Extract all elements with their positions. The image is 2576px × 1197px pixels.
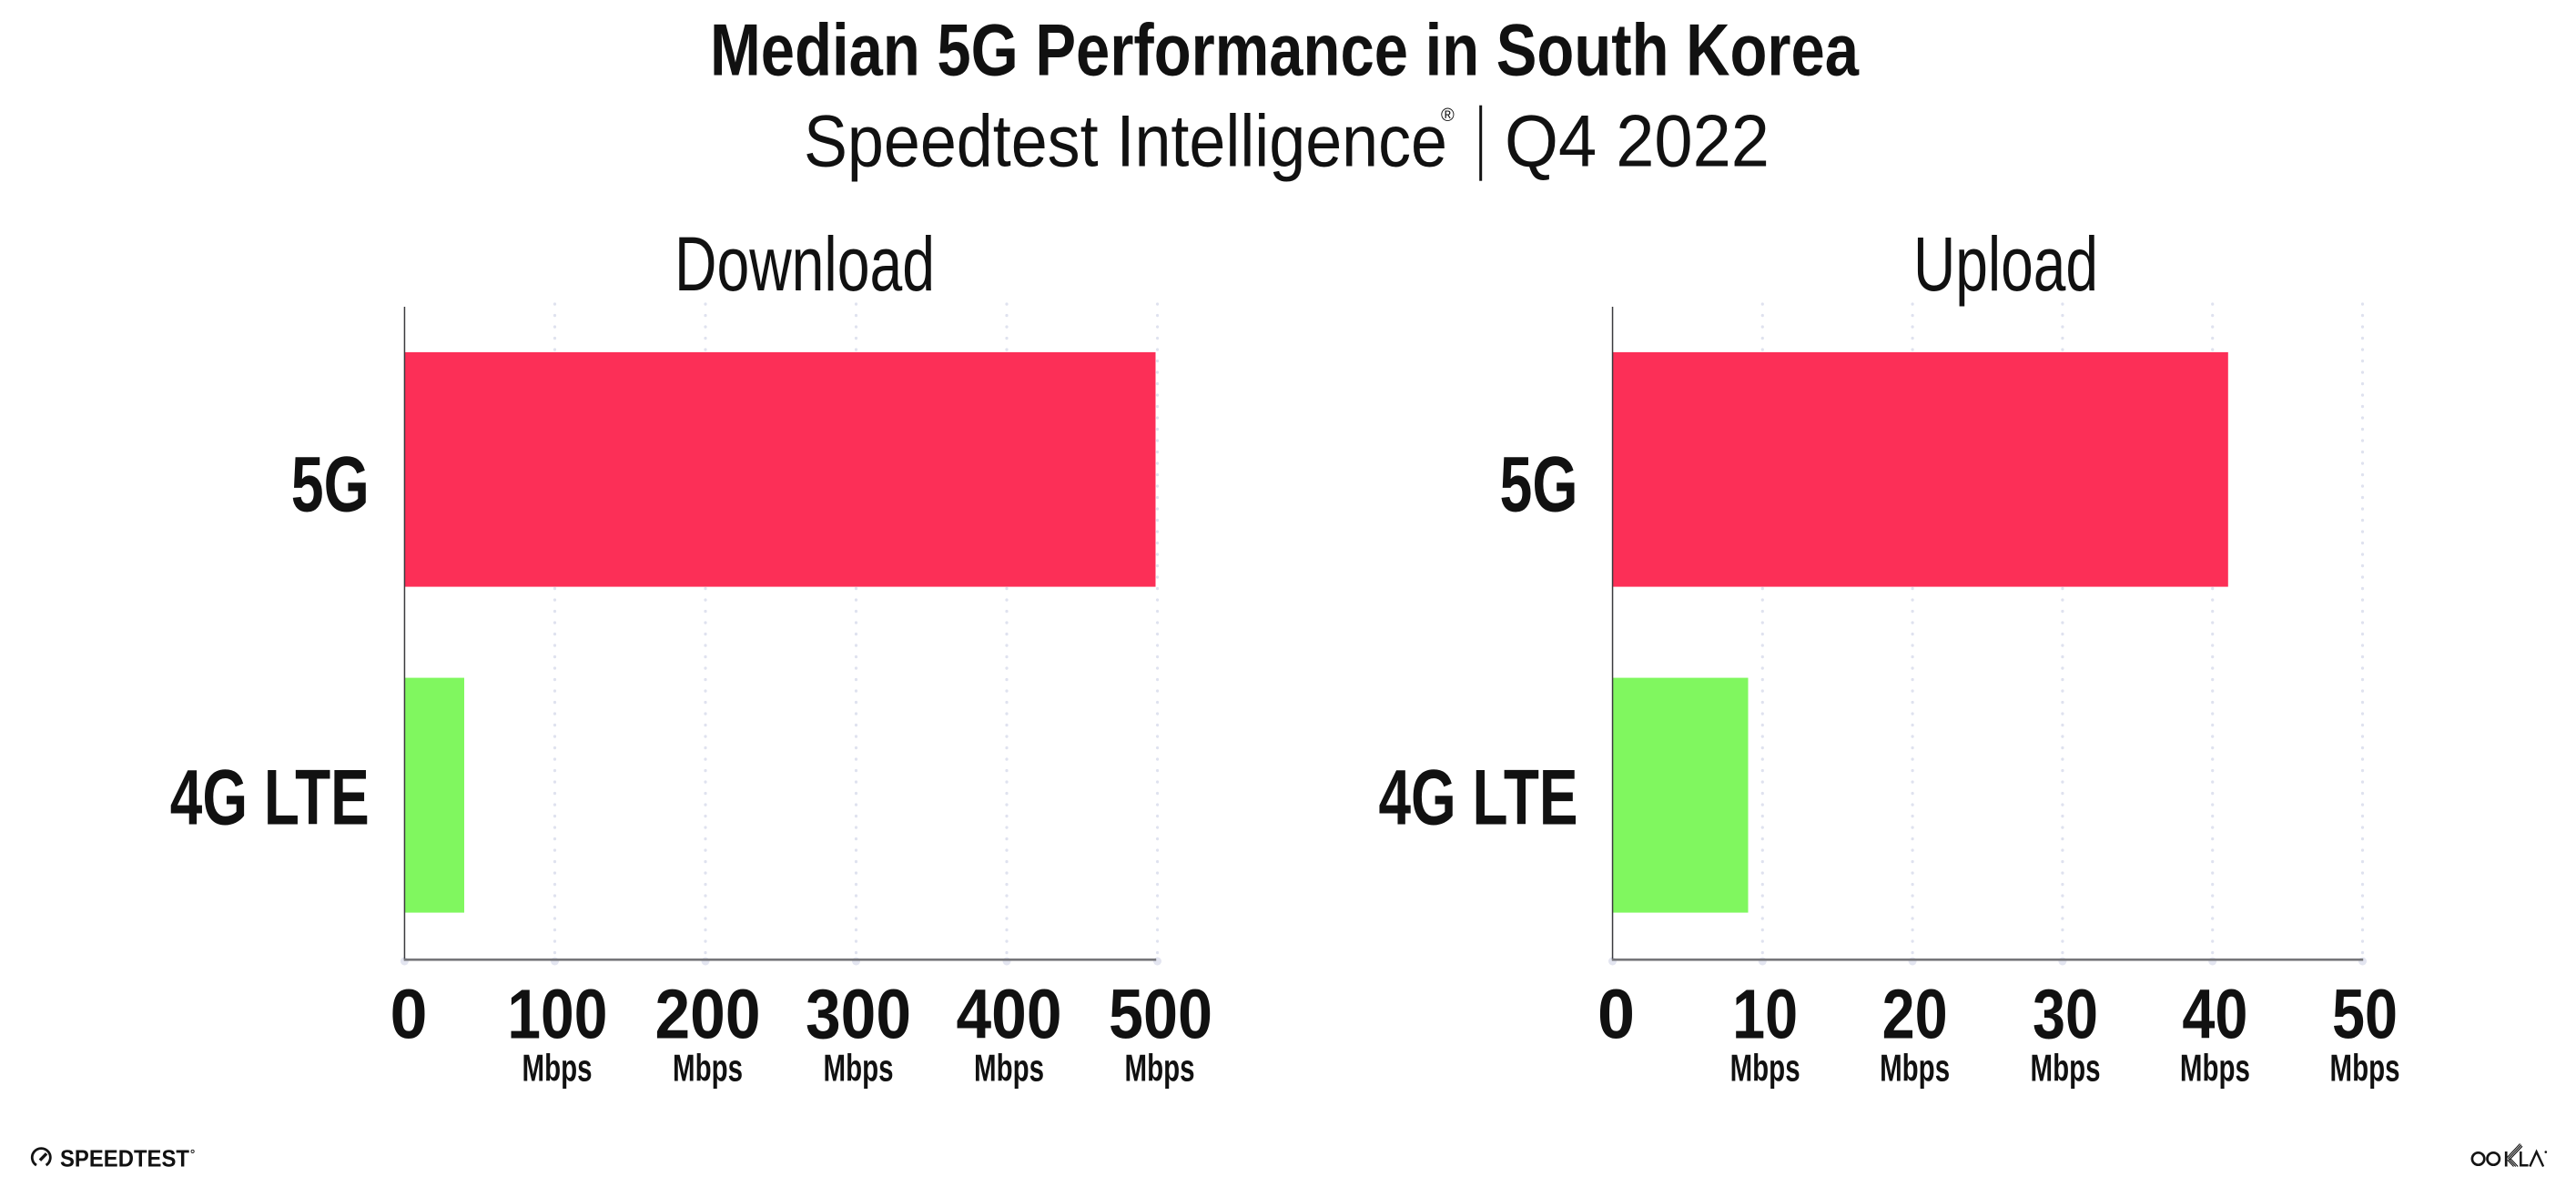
svg-text:50: 50 [2332,976,2398,1054]
svg-text:Mbps: Mbps [1730,1046,1800,1089]
svg-text:100: 100 [507,976,607,1054]
svg-text:SPEEDTEST: SPEEDTEST [60,1144,189,1172]
svg-text:4G LTE: 4G LTE [170,754,370,841]
svg-text:200: 200 [655,976,761,1054]
svg-text:Mbps: Mbps [2180,1046,2250,1089]
svg-text:20: 20 [1882,976,1948,1054]
svg-text:300: 300 [806,976,911,1054]
svg-text:Mbps: Mbps [1125,1046,1195,1089]
svg-text:Mbps: Mbps [974,1046,1044,1089]
svg-text:0: 0 [1597,976,1635,1054]
svg-text:5G: 5G [1500,441,1578,529]
svg-text:Mbps: Mbps [673,1046,743,1089]
svg-text:Mbps: Mbps [824,1046,894,1089]
svg-text:400: 400 [957,976,1062,1054]
svg-text:Mbps: Mbps [2031,1046,2101,1089]
svg-text:Mbps: Mbps [2330,1046,2400,1089]
svg-text:Median 5G Performance in South: Median 5G Performance in South Korea [710,10,1860,92]
svg-text:Mbps: Mbps [1880,1046,1950,1089]
svg-text:Q4 2022: Q4 2022 [1505,100,1770,182]
svg-text:Mbps: Mbps [522,1046,593,1089]
svg-text:0: 0 [390,976,428,1054]
svg-text:Download: Download [674,221,935,307]
svg-text:10: 10 [1732,976,1798,1054]
svg-text:30: 30 [2033,976,2098,1054]
svg-text:Upload: Upload [1913,221,2098,307]
svg-text:5G: 5G [291,441,370,529]
svg-text:40: 40 [2182,976,2247,1054]
svg-text:500: 500 [1109,976,1212,1054]
svg-text:4G LTE: 4G LTE [1379,754,1578,841]
svg-text:®: ® [1441,106,1455,126]
svg-text:Speedtest Intelligence: Speedtest Intelligence [804,100,1447,182]
